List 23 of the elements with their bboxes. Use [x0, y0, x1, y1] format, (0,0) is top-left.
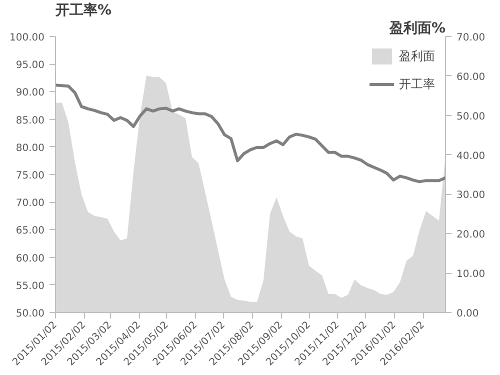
y-tick-label: 75.00: [16, 170, 45, 182]
y-tick-label: 65.00: [16, 226, 45, 237]
y2-tick-label: 40.00: [456, 150, 486, 162]
y-tick-label: 50.00: [16, 308, 45, 320]
legend-label: 盈利面: [399, 48, 435, 64]
legend-label: 开工率: [399, 76, 435, 92]
y2-tick-label: 10.00: [456, 269, 486, 280]
y-tick-label: 80.00: [16, 142, 45, 154]
y-tick-label: 55.00: [16, 280, 45, 292]
y-tick-label: 85.00: [16, 115, 45, 126]
y-axis-title: 开工率%: [54, 2, 112, 18]
y2-tick-label: 0.00: [456, 308, 479, 320]
y2-tick-label: 20.00: [456, 230, 486, 241]
y-tick-label: 95.00: [16, 60, 45, 72]
y2-tick-label: 50.00: [456, 111, 486, 122]
y-tick-label: 100.00: [10, 32, 45, 44]
y2-tick-label: 70.00: [456, 32, 486, 44]
y-tick-label: 90.00: [16, 88, 45, 99]
y-tick-label: 70.00: [16, 198, 45, 210]
y2-tick-label: 30.00: [456, 190, 486, 202]
y-tick-label: 60.00: [16, 253, 45, 264]
y2-tick-label: 60.00: [456, 72, 486, 83]
y2-axis-title: 盈利面%: [388, 20, 446, 36]
